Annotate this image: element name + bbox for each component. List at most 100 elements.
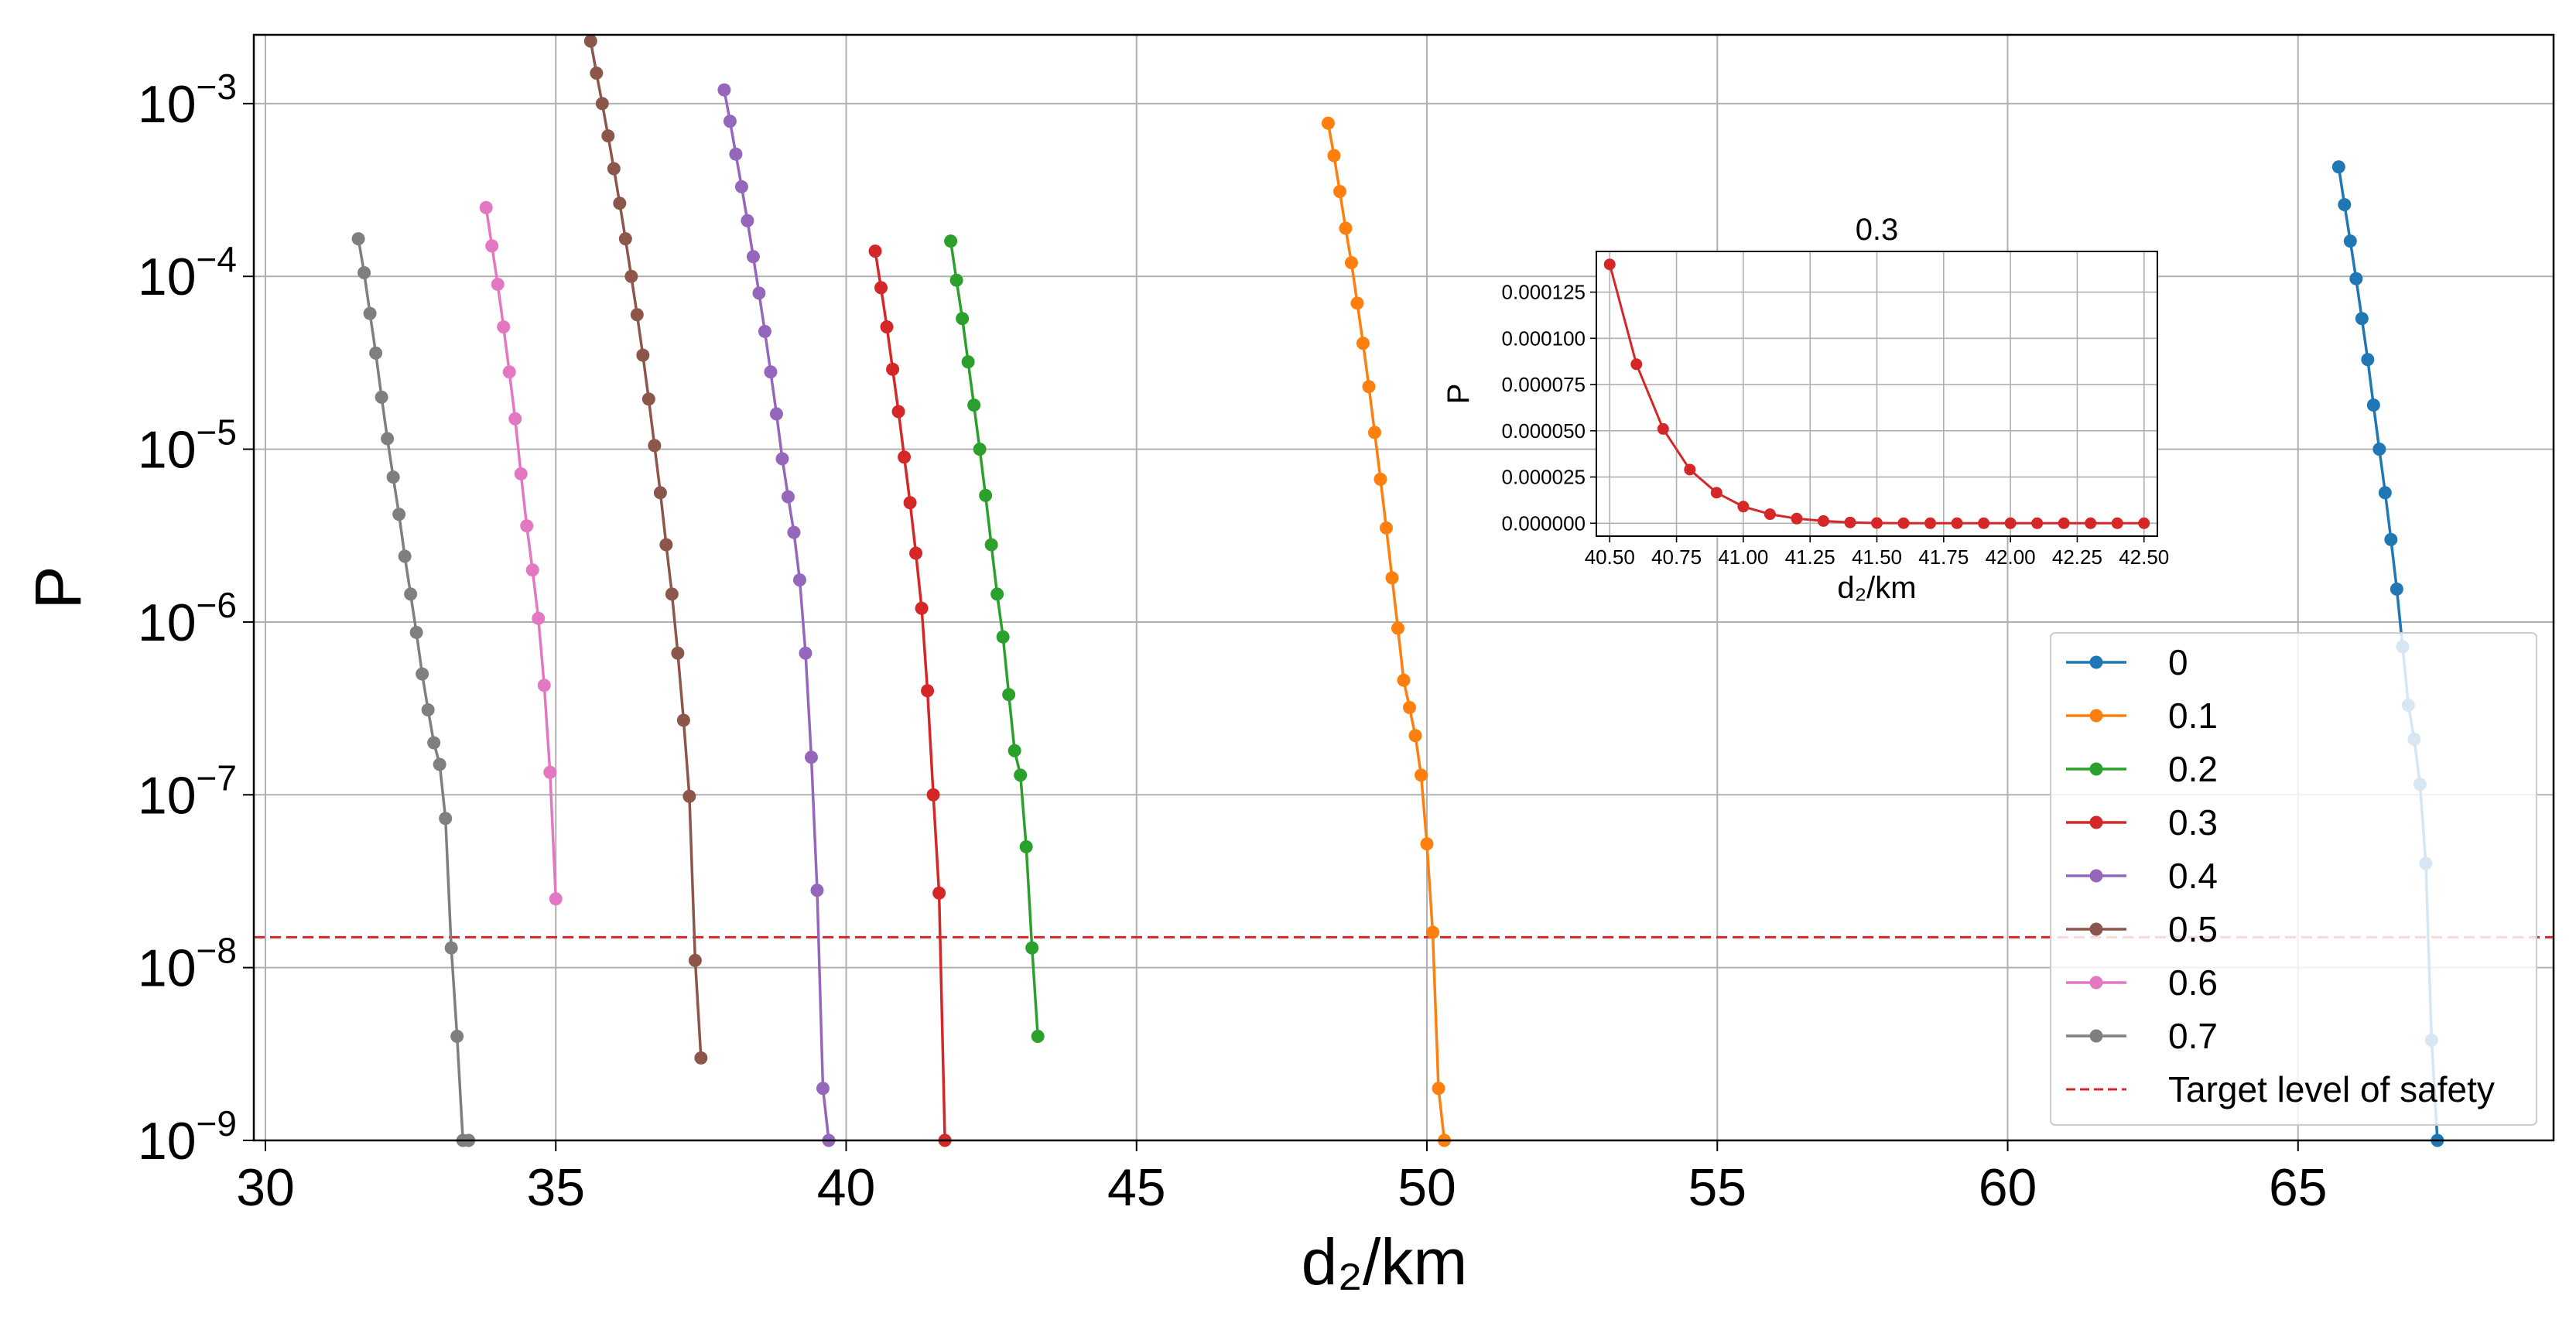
data-point — [375, 390, 388, 404]
series-0.6 — [479, 200, 563, 906]
inset-y-tick-label: 0.000050 — [1502, 419, 1586, 443]
data-point — [2361, 353, 2375, 367]
data-point — [769, 407, 783, 421]
data-point — [1379, 521, 1393, 535]
inset-y-tick-label: 0.000025 — [1502, 466, 1586, 489]
data-point — [891, 405, 905, 419]
data-point — [502, 365, 516, 379]
legend-label: 0.6 — [2168, 962, 2218, 1003]
data-point — [653, 486, 667, 500]
data-point — [1019, 840, 1033, 854]
data-point — [792, 573, 806, 587]
data-point — [409, 625, 423, 639]
data-point — [2338, 198, 2352, 212]
data-point — [549, 892, 563, 906]
x-tick-label: 55 — [1688, 1158, 1746, 1217]
data-point — [363, 306, 377, 320]
inset-data-point — [2138, 517, 2150, 529]
data-point — [926, 788, 940, 802]
y-tick-label: 10−5 — [138, 412, 237, 480]
series-0.3 — [868, 244, 952, 1147]
inset-data-point — [1844, 516, 1856, 528]
data-point — [1408, 729, 1422, 743]
data-point — [682, 789, 696, 803]
data-point — [781, 490, 795, 504]
data-point — [2372, 443, 2386, 456]
legend: 0 0.1 0.2 0.3 0.4 0.5 0.6 0.7 Target level of sa… — [2050, 632, 2537, 1126]
inset-data-point — [1871, 517, 1883, 529]
y-tick-exponent: −8 — [197, 931, 237, 971]
y-tick-base: 10 — [138, 939, 197, 998]
data-point — [479, 200, 493, 214]
data-point — [868, 244, 882, 258]
data-point — [1356, 337, 1370, 350]
data-point — [357, 266, 371, 280]
data-point — [671, 646, 685, 660]
data-point — [636, 348, 650, 362]
inset-data-point — [1630, 358, 1643, 371]
inset-data-point — [1978, 517, 1990, 529]
data-point — [607, 162, 621, 176]
data-point — [1367, 426, 1381, 439]
data-point — [921, 684, 935, 698]
legend-label: 0.4 — [2168, 856, 2218, 896]
legend-marker — [2089, 762, 2103, 776]
legend-entry: 0.2 — [2066, 749, 2218, 789]
data-point — [880, 320, 894, 334]
data-point — [1403, 700, 1417, 714]
data-point — [2343, 234, 2357, 248]
inset-x-tick-label: 41.75 — [1918, 545, 1969, 569]
data-point — [990, 587, 1004, 601]
y-tick-exponent: −9 — [197, 1103, 237, 1144]
legend-label: 0.1 — [2168, 696, 2218, 736]
data-point — [1031, 1030, 1045, 1044]
data-point — [665, 587, 679, 601]
data-point — [734, 179, 748, 193]
y-tick-base: 10 — [138, 421, 197, 480]
data-point — [514, 467, 528, 480]
data-point — [427, 736, 441, 750]
data-point — [444, 941, 458, 955]
data-point — [2355, 312, 2369, 326]
legend-entry: Target level of safety — [2066, 1069, 2495, 1109]
data-point — [2384, 532, 2398, 546]
inset-series-0.3 — [1603, 258, 2150, 529]
data-point — [956, 312, 970, 326]
data-point — [1415, 768, 1428, 782]
data-point — [1007, 744, 1021, 757]
inset-data-point — [1791, 512, 1803, 525]
data-point — [583, 34, 597, 48]
data-point — [676, 713, 690, 727]
inset-y-tick-label: 0.000125 — [1502, 281, 1586, 304]
y-tick-label: 10−3 — [138, 67, 237, 134]
data-point — [520, 519, 534, 533]
inset-data-point — [2111, 517, 2123, 529]
legend-marker — [2089, 815, 2103, 829]
legend-label: 0.3 — [2168, 802, 2218, 843]
data-point — [641, 392, 655, 406]
y-tick-exponent: −3 — [197, 67, 237, 107]
data-point — [624, 269, 638, 283]
inset-x-tick-label: 40.50 — [1585, 545, 1635, 569]
legend-marker — [2089, 1029, 2103, 1043]
data-point — [537, 679, 551, 692]
inset-x-tick-label: 41.25 — [1785, 545, 1835, 569]
y-tick-label: 10−9 — [138, 1103, 237, 1171]
data-point — [874, 281, 888, 295]
data-point — [404, 587, 418, 601]
data-point — [1362, 380, 1376, 394]
data-point — [398, 549, 412, 563]
legend-label: 0.5 — [2168, 909, 2218, 949]
data-point — [525, 563, 539, 577]
series-line — [357, 238, 469, 1142]
x-tick-label: 60 — [1979, 1158, 2037, 1217]
data-point — [694, 1051, 708, 1065]
legend-marker — [2089, 869, 2103, 883]
x-tick-label: 35 — [526, 1158, 585, 1217]
y-tick-base: 10 — [138, 593, 197, 652]
legend-label: Target level of safety — [2168, 1069, 2495, 1109]
plot-frame — [252, 33, 2555, 1142]
inset-x-tick-label: 41.00 — [1718, 545, 1768, 569]
data-point — [433, 757, 446, 771]
inset-x-tick-label: 42.00 — [1986, 545, 2036, 569]
